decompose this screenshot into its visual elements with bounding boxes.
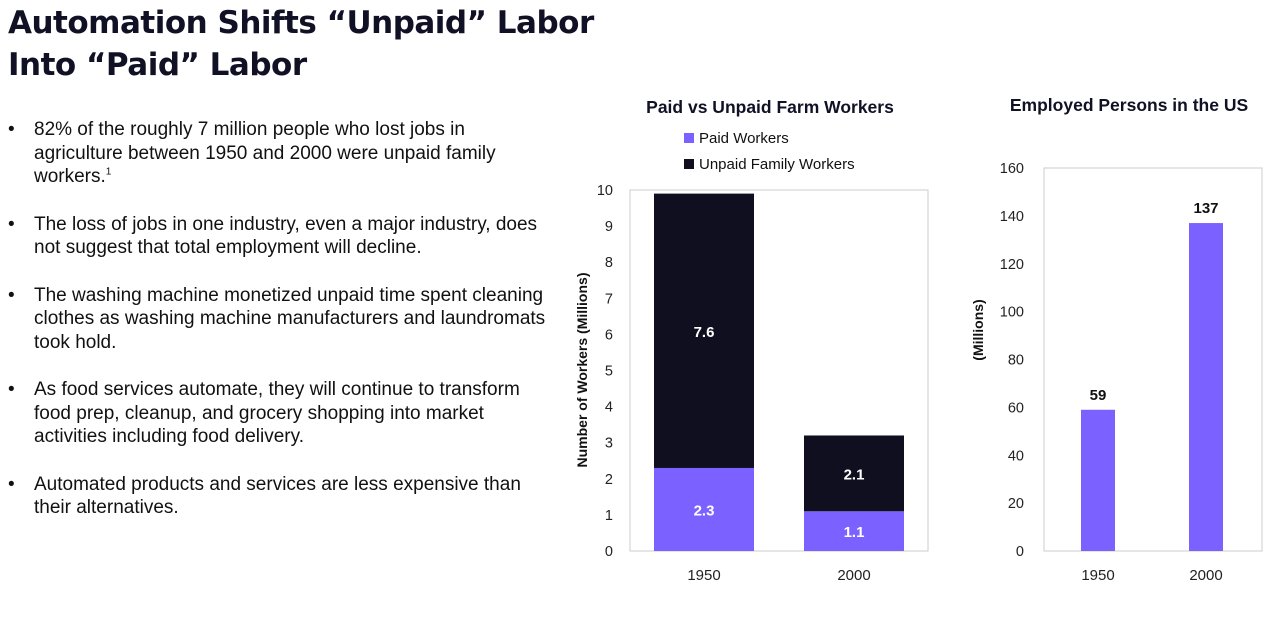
data-label: 59 (1090, 387, 1107, 404)
x-tick-label: 1950 (1081, 567, 1114, 584)
y-tick-label: 0 (1016, 544, 1024, 560)
bullet-item: • The washing machine monetized unpaid t… (8, 284, 548, 355)
y-tick-label: 3 (605, 436, 613, 452)
x-tick-label: 1950 (687, 567, 720, 584)
bullet-text: 82% of the roughly 7 million people who … (34, 119, 496, 187)
bullet-marker: • (8, 284, 15, 306)
bar-segment (654, 467, 754, 551)
data-label: 137 (1193, 200, 1218, 217)
bullet-item: • As food services automate, they will c… (8, 378, 548, 449)
y-tick-label: 0 (605, 544, 613, 560)
plot-frame (1043, 167, 1263, 552)
y-tick-label: 60 (1008, 400, 1024, 416)
page-title-line-1: Automation Shifts “Unpaid” Labor (8, 5, 594, 41)
data-label: 2.1 (844, 466, 865, 483)
y-tick-label: 100 (1000, 305, 1024, 321)
y-tick-label: 20 (1008, 496, 1024, 512)
y-tick-label: 1 (605, 508, 613, 524)
y-tick-label: 6 (605, 327, 613, 343)
y-tick-label: 8 (605, 255, 613, 271)
bullet-text: The loss of jobs in one industry, even a… (34, 213, 538, 259)
bullet-text: Automated products and services are less… (34, 473, 521, 519)
legend-swatch (684, 159, 694, 169)
bullet-item: • The loss of jobs in one industry, even… (8, 213, 548, 260)
bullet-list: • 82% of the roughly 7 million people wh… (8, 118, 548, 544)
legend-label: Paid Workers (699, 130, 789, 147)
y-tick-label: 40 (1008, 448, 1024, 464)
bullet-text: As food services automate, they will con… (34, 379, 520, 447)
y-tick-label: 140 (1000, 209, 1024, 225)
y-tick-label: 2 (605, 472, 613, 488)
y-tick-label: 80 (1008, 353, 1024, 369)
legend-label: Unpaid Family Workers (699, 156, 855, 173)
bar (1081, 409, 1115, 551)
bullet-text: The washing machine monetized unpaid tim… (34, 284, 546, 353)
data-label: 2.3 (694, 502, 715, 519)
page-title: Automation Shifts “Unpaid” Labor Into “P… (8, 2, 594, 86)
footnote-marker: 1 (105, 166, 112, 178)
data-label: 7.6 (694, 324, 715, 341)
bar (1189, 223, 1223, 551)
plot-frame (629, 189, 929, 552)
y-tick-label: 120 (1000, 257, 1024, 273)
bar-segment (654, 193, 754, 468)
chart-title: Employed Persons in the US (1010, 95, 1248, 115)
y-tick-label: 9 (605, 219, 613, 235)
bullet-marker: • (8, 213, 15, 235)
bullet-marker: • (8, 379, 15, 400)
y-axis-label: (Millions) (970, 299, 986, 360)
y-axis-label: Number of Workers (Millions) (574, 273, 590, 468)
y-tick-label: 7 (605, 291, 613, 307)
page-title-line-2: Into “Paid” Labor (8, 47, 307, 83)
bar-segment (804, 435, 904, 512)
y-tick-label: 10 (597, 183, 613, 199)
y-tick-label: 4 (605, 400, 613, 416)
data-label: 1.1 (844, 524, 865, 541)
chart-title: Paid vs Unpaid Farm Workers (646, 97, 894, 117)
bar-segment (804, 511, 904, 551)
bullet-marker: • (8, 119, 15, 140)
x-tick-label: 2000 (1189, 567, 1222, 584)
bullet-marker: • (8, 473, 15, 495)
y-tick-label: 5 (605, 364, 613, 380)
legend-swatch (684, 133, 694, 143)
bullet-item: • Automated products and services are le… (8, 473, 548, 520)
bullet-item: • 82% of the roughly 7 million people wh… (8, 118, 548, 189)
y-tick-label: 160 (1000, 161, 1024, 177)
x-tick-label: 2000 (837, 567, 870, 584)
